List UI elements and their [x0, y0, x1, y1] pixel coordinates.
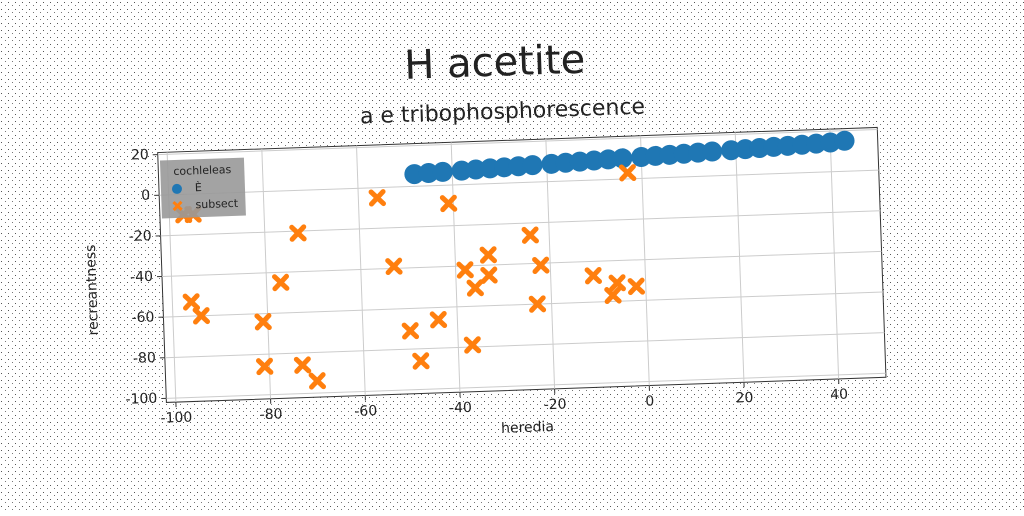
y-tick-label: -60 — [131, 309, 154, 326]
y-tick-label: -20 — [128, 228, 151, 245]
x-tick-label: -60 — [354, 403, 377, 420]
x-tick-label: -20 — [543, 396, 566, 413]
x-tick-label: -100 — [160, 410, 192, 427]
y-axis-label: recreantness — [83, 244, 102, 335]
y-tick-label: -80 — [133, 350, 156, 367]
x-tick-label: 40 — [830, 387, 848, 404]
x-tick-label: 20 — [735, 390, 753, 407]
x-tick-label: 0 — [645, 393, 654, 409]
x-tick-label: -80 — [259, 406, 282, 423]
legend-label: È — [195, 181, 202, 194]
x-tick-label: -40 — [449, 400, 472, 417]
legend-title: cochleleas — [173, 163, 232, 178]
y-tick-label: 0 — [141, 188, 150, 204]
y-tick-label: -100 — [125, 391, 157, 408]
y-tick-label: 20 — [131, 147, 149, 164]
x-axis-label: heredia — [501, 419, 554, 437]
y-tick-label: -40 — [130, 269, 153, 286]
chart-title: H acetite — [404, 37, 586, 89]
legend-label: subsect — [195, 197, 239, 212]
